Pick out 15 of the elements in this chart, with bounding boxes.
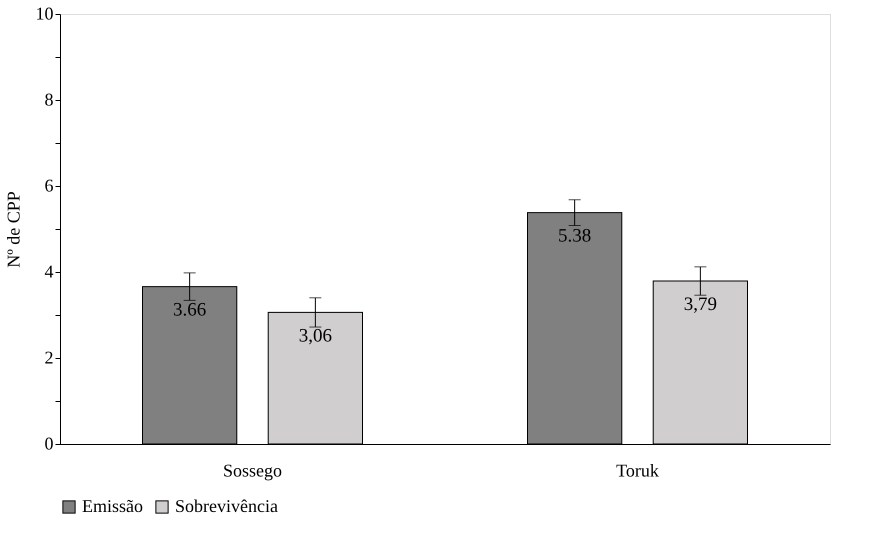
data-label: 3.66 bbox=[173, 300, 206, 321]
y-axis-title: Nº de CPP bbox=[4, 191, 24, 268]
y-tick-label: 0 bbox=[44, 434, 54, 454]
y-tick-label: 4 bbox=[44, 262, 54, 282]
y-tick-label: 8 bbox=[44, 90, 54, 110]
data-label: 5.38 bbox=[558, 226, 592, 247]
data-label: 3,79 bbox=[684, 294, 717, 316]
y-tick-label: 2 bbox=[44, 348, 54, 368]
legend-label: Emissão bbox=[82, 496, 143, 516]
x-tick-label: Toruk bbox=[616, 460, 659, 480]
data-label: 3,06 bbox=[298, 325, 332, 346]
y-tick-label: 10 bbox=[36, 4, 54, 24]
x-tick-label: Sossego bbox=[222, 460, 282, 480]
legend-label: Sobrevivência bbox=[175, 496, 278, 516]
y-tick-label: 6 bbox=[44, 176, 54, 196]
